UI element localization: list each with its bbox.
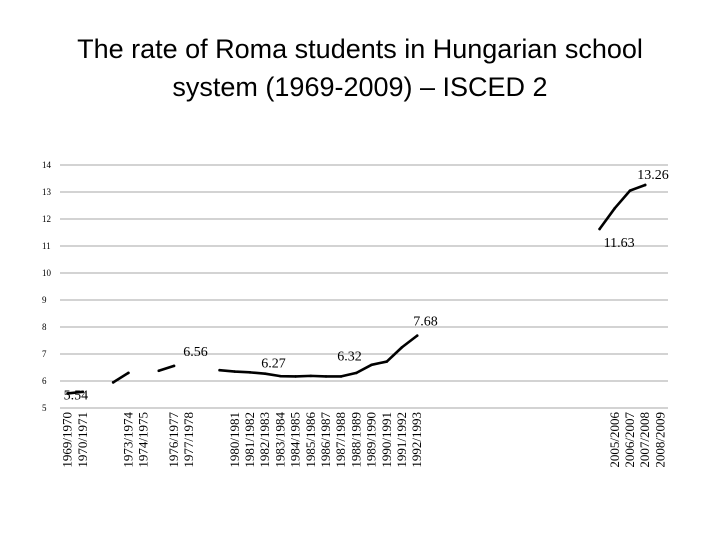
data-point-1976-1977 — [172, 364, 176, 368]
data-point-1970-1971 — [81, 390, 85, 394]
x-tick-label-2008-2009: 2008/2009 — [652, 412, 667, 468]
series-line-segment-4 — [598, 183, 647, 231]
y-tick-label-8: 8 — [42, 322, 47, 332]
x-tick-label-1980-1981: 1980/1981 — [227, 412, 242, 468]
y-tick-label-6: 6 — [42, 376, 47, 386]
data-point-1982-1983 — [263, 372, 267, 376]
data-point-1985-1986 — [309, 374, 313, 378]
y-tick-label-14: 14 — [42, 160, 52, 170]
data-label-7-68: 7.68 — [413, 315, 438, 330]
data-point-1990-1991 — [385, 360, 389, 363]
x-tick-label-1981-1982: 1981/1982 — [242, 412, 257, 468]
y-tick-label-5: 5 — [42, 403, 47, 413]
x-tick-label-1983-1984: 1983/1984 — [272, 412, 287, 468]
x-tick-label-1986-1987: 1986/1987 — [318, 412, 333, 468]
data-label-11-63: 11.63 — [604, 236, 635, 251]
y-tick-label-10: 10 — [42, 268, 52, 278]
data-point-1987-1988 — [339, 375, 343, 378]
x-tick-label-1989-1990: 1989/1990 — [364, 412, 379, 468]
y-axis-ticks: 5 6 7 8 9 10 11 12 13 14 — [42, 160, 52, 413]
y-tick-label-12: 12 — [42, 214, 51, 224]
data-point-1989-1990 — [370, 363, 373, 367]
x-tick-label-1991-1992: 1991/1992 — [394, 412, 409, 468]
data-point-1988-1989 — [355, 371, 358, 375]
data-point-2007-2008 — [643, 183, 647, 187]
data-labels: 5.54 6.56 6.27 6.32 7.68 11.63 13.26 — [64, 168, 669, 403]
series-line-segment-0 — [66, 390, 85, 395]
data-point-1986-1987 — [324, 375, 328, 378]
chart-title-line-2: system (1969-2009) – ISCED 2 — [172, 72, 548, 102]
gridlines — [60, 164, 668, 409]
x-tick-label-1985-1986: 1985/1986 — [303, 412, 318, 468]
chart-title-line-1: The rate of Roma students in Hungarian s… — [77, 34, 643, 64]
x-tick-label-1984-1985: 1984/1985 — [288, 412, 303, 468]
x-tick-label-1987-1988: 1987/1988 — [333, 412, 348, 468]
series-line-segment-2 — [157, 364, 176, 373]
data-label-6-27: 6.27 — [261, 357, 286, 372]
data-point-1980-1981 — [233, 370, 237, 373]
series-line-segment-3 — [218, 334, 419, 378]
data-point-1972-1973 — [111, 381, 115, 384]
chart-title: The rate of Roma students in Hungarian s… — [0, 30, 720, 106]
x-tick-label-1970-1971: 1970/1971 — [75, 412, 90, 468]
y-tick-label-9: 9 — [42, 295, 47, 305]
data-point-2006-2007 — [628, 189, 632, 192]
data-point-1981-1982 — [248, 371, 252, 374]
data-label-6-32: 6.32 — [337, 349, 362, 364]
data-point-2004-2005 — [598, 227, 601, 231]
y-tick-label-13: 13 — [42, 187, 52, 197]
y-tick-label-11: 11 — [42, 241, 51, 251]
x-tick-label-1990-1991: 1990/1991 — [379, 412, 394, 468]
x-tick-label-1969-1970: 1969/1970 — [60, 412, 75, 468]
x-tick-label-2005-2006: 2005/2006 — [607, 412, 622, 468]
x-tick-label-1973-1974: 1973/1974 — [120, 412, 135, 468]
x-axis-ticks: 1969/1970 1970/1971 1973/1974 1974/1975 1976… — [60, 412, 668, 468]
series-lines — [66, 183, 647, 395]
x-tick-label-1988-1989: 1988/1989 — [348, 412, 363, 468]
data-label-6-56: 6.56 — [183, 345, 208, 360]
data-point-1975-1976 — [157, 369, 161, 373]
data-point-1979-1980 — [218, 368, 221, 372]
x-tick-label-1982-1983: 1982/1983 — [257, 412, 272, 468]
data-label-5-54: 5.54 — [64, 388, 89, 403]
data-point-1983-1984 — [279, 374, 282, 378]
series-line-segment-1 — [111, 371, 130, 384]
data-label-13-26: 13.26 — [637, 168, 669, 183]
y-tick-label-7: 7 — [42, 349, 47, 359]
x-tick-label-1992-1993: 1992/1993 — [409, 412, 424, 468]
x-tick-label-1974-1975: 1974/1975 — [136, 412, 151, 468]
x-tick-label-2007-2008: 2007/2008 — [637, 412, 652, 468]
x-tick-label-2006-2007: 2006/2007 — [622, 412, 637, 468]
data-point-1973-1974 — [127, 371, 130, 375]
data-point-1984-1985 — [294, 375, 297, 378]
data-point-1969-1970 — [66, 392, 69, 395]
x-tick-label-1976-1977: 1976/1977 — [166, 412, 181, 468]
data-point-1992-1993 — [415, 334, 419, 337]
data-point-1991-1992 — [400, 345, 404, 349]
x-tick-label-1977-1978: 1977/1978 — [181, 412, 196, 468]
data-point-2005-2006 — [613, 206, 617, 210]
